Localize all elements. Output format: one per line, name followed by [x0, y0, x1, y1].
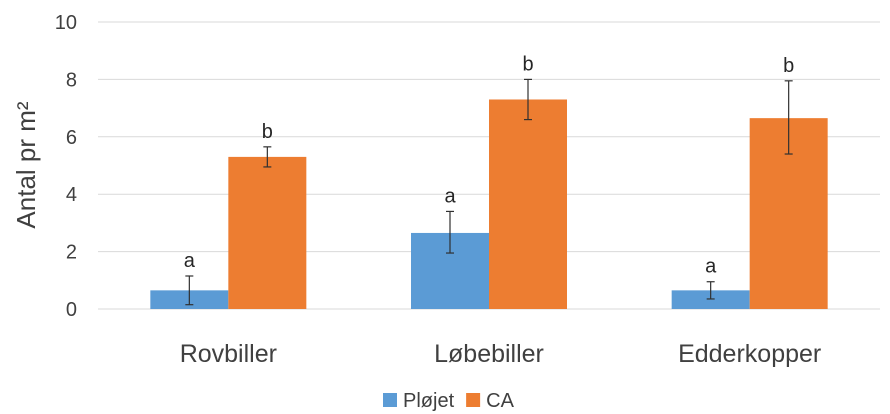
legend-swatch	[383, 393, 397, 407]
legend: Pløjet CA	[383, 390, 515, 412]
error-bars	[185, 78, 793, 306]
y-tick-label: 6	[66, 127, 77, 149]
y-axis-ticks: 0 2 4 6 8 10	[55, 12, 77, 321]
x-category-label: Edderkopper	[678, 340, 821, 368]
x-category-label: Rovbiller	[180, 340, 277, 368]
legend-label: CA	[486, 390, 514, 412]
y-tick-label: 0	[66, 299, 77, 321]
x-axis-categories: Rovbiller Løbebiller Edderkopper	[180, 340, 822, 368]
significance-label: a	[705, 256, 717, 278]
y-tick-label: 10	[55, 12, 77, 34]
significance-label: b	[522, 53, 533, 75]
significance-label: a	[444, 185, 456, 207]
legend-swatch	[466, 393, 481, 407]
bars	[150, 99, 828, 310]
x-category-label: Løbebiller	[434, 340, 544, 368]
significance-label: b	[262, 121, 273, 143]
y-axis-label: Antal pr m²	[11, 101, 41, 228]
significance-label: a	[184, 250, 196, 272]
bar	[671, 290, 750, 309]
significance-labels: a b a b a b	[184, 53, 794, 277]
bar	[228, 156, 307, 309]
y-tick-label: 8	[66, 69, 77, 91]
y-tick-label: 2	[66, 242, 77, 264]
legend-label: Pløjet	[403, 390, 455, 412]
y-tick-label: 4	[66, 184, 77, 206]
significance-label: b	[783, 55, 794, 77]
bar	[489, 99, 567, 310]
